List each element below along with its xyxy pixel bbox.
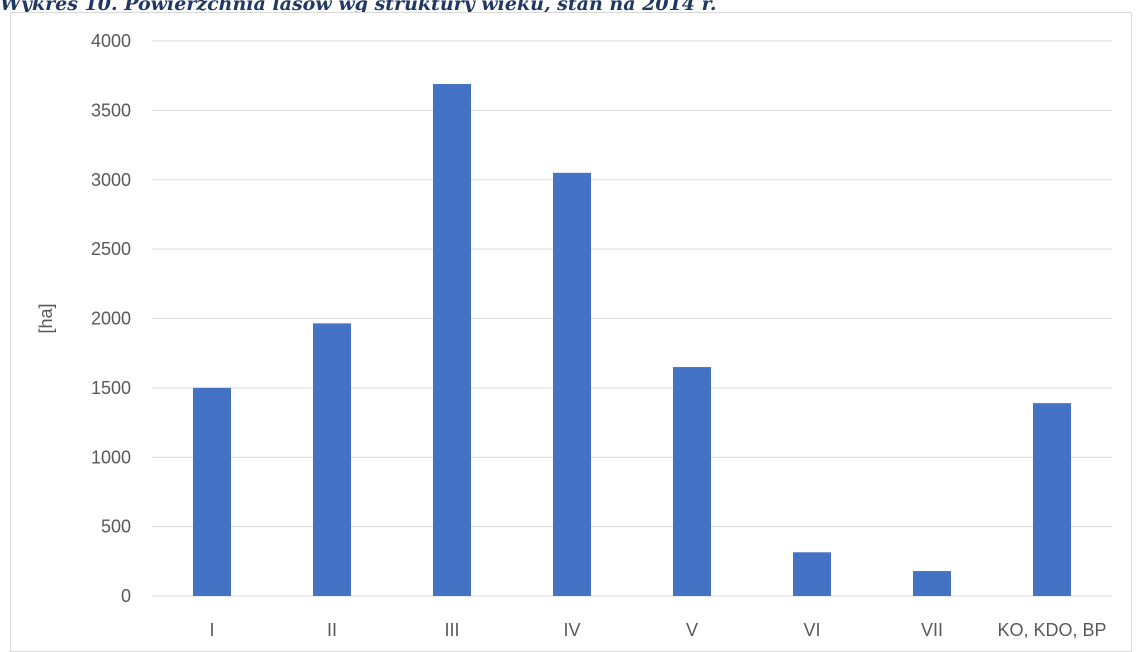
bar <box>913 571 951 596</box>
y-tick-label: 0 <box>121 586 131 606</box>
y-tick-label: 500 <box>101 517 131 537</box>
y-tick-label: 4000 <box>91 31 131 51</box>
x-tick-label: VII <box>921 620 943 640</box>
bar <box>1033 403 1071 596</box>
x-tick-label: I <box>209 620 214 640</box>
bar <box>673 367 711 596</box>
y-axis-title: [ha] <box>36 303 56 333</box>
bar <box>553 172 591 596</box>
y-axis-ticks: 0 500 1000 1500 2000 2500 3000 3500 4000 <box>91 31 131 606</box>
x-tick-label: KO, KDO, BP <box>997 620 1106 640</box>
chart-caption: Wykres 10. Powierzchnia lasów wg struktu… <box>0 0 717 15</box>
y-tick-label: 3000 <box>91 170 131 190</box>
bar-series <box>193 84 1071 596</box>
y-tick-label: 1000 <box>91 447 131 467</box>
x-tick-label: V <box>686 620 698 640</box>
bar <box>433 84 471 596</box>
y-tick-label: 3500 <box>91 100 131 120</box>
x-tick-label: III <box>444 620 459 640</box>
gridlines <box>152 40 1112 597</box>
x-tick-label: II <box>327 620 337 640</box>
bar <box>193 387 231 596</box>
x-tick-label: IV <box>563 620 580 640</box>
y-tick-label: 1500 <box>91 378 131 398</box>
bar <box>793 552 831 596</box>
x-tick-label: VI <box>803 620 820 640</box>
y-tick-label: 2500 <box>91 239 131 259</box>
y-tick-label: 2000 <box>91 309 131 329</box>
bar <box>313 323 351 596</box>
x-axis-ticks: I II III IV V VI VII KO, KDO, BP <box>209 620 1106 640</box>
